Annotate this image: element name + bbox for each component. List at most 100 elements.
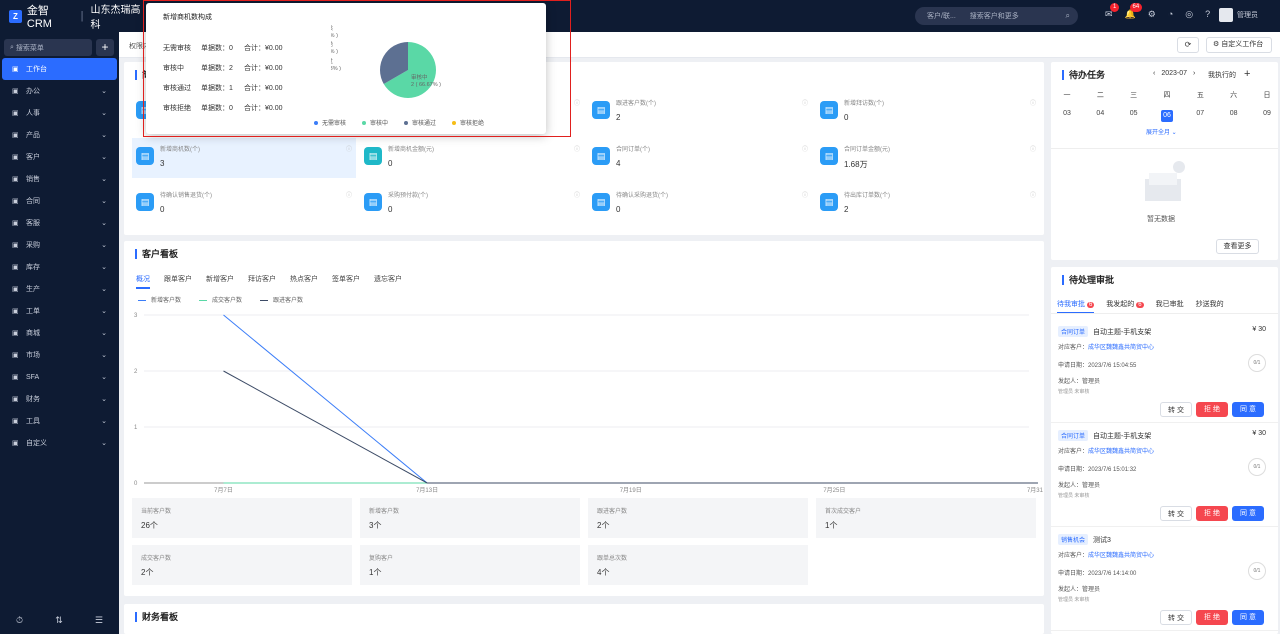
- expand-month-link[interactable]: 展开全月 ⌄: [1146, 130, 1177, 136]
- user-menu[interactable]: 管理员: [1219, 8, 1258, 22]
- sidebar-item-4[interactable]: ▣ 客户 ⌄: [2, 146, 117, 168]
- sidebar-item-7[interactable]: ▣ 客服 ⌄: [2, 212, 117, 234]
- approval-item[interactable]: 合同订单 自动主题-手机支架 ¥ 30 对应客户：成华区魏魏鑫共简贸中心 申请日期：2…: [1051, 322, 1278, 426]
- help-icon[interactable]: ⓘ: [345, 193, 352, 199]
- view-more-button[interactable]: 查看更多: [1216, 239, 1259, 254]
- pie-legend-item[interactable]: 审核拒绝: [452, 118, 484, 127]
- help-icon[interactable]: ⓘ: [1029, 193, 1036, 199]
- agree-button[interactable]: 同 意: [1232, 402, 1264, 417]
- pie-slice-2[interactable]: [380, 42, 408, 84]
- approval-tab-0[interactable]: 待我审批 6: [1057, 299, 1095, 314]
- sidebar-item-0[interactable]: ▣ 工作台: [2, 58, 117, 80]
- summary-cell[interactable]: ▤ 合同订单金额(元) 1.68万 ⓘ: [816, 138, 1040, 178]
- approval-tab-1[interactable]: 我发起的 6: [1106, 301, 1144, 308]
- summary-cell[interactable]: ▤ 待确认采购退货(个) 0 ⓘ: [588, 184, 812, 224]
- compass-icon[interactable]: ◎: [1185, 9, 1194, 19]
- sidebar-item-10[interactable]: ▣ 生产 ⌄: [2, 278, 117, 300]
- transfer-button[interactable]: 转 交: [1160, 506, 1192, 521]
- sidebar-item-2[interactable]: ▣ 人事 ⌄: [2, 102, 117, 124]
- gear-icon[interactable]: ⚙: [1147, 9, 1156, 19]
- summary-cell[interactable]: ▤ 新增商机数(个) 3 ⓘ: [132, 138, 356, 178]
- summary-cell[interactable]: ▤ 新增商机金额(元) 0 ⓘ: [360, 138, 584, 178]
- customer-tab-0[interactable]: 概况: [136, 274, 150, 289]
- date-cell[interactable]: 09: [1263, 110, 1271, 117]
- sidebar-item-8[interactable]: ▣ 采购 ⌄: [2, 234, 117, 256]
- next-month-icon[interactable]: ›: [1193, 70, 1196, 77]
- summary-cell[interactable]: ▤ 跟进客户数(个) 2 ⓘ: [588, 92, 812, 132]
- series-line-0[interactable]: [223, 314, 1038, 484]
- reject-button[interactable]: 拒 绝: [1196, 402, 1228, 417]
- help-icon[interactable]: ?: [1205, 9, 1211, 19]
- sidebar-item-13[interactable]: ▣ 市场 ⌄: [2, 344, 117, 366]
- customer-tab-5[interactable]: 签单客户: [332, 276, 360, 283]
- message-icon[interactable]: ✉ 1: [1105, 3, 1120, 20]
- sidebar-item-9[interactable]: ▣ 库存 ⌄: [2, 256, 117, 278]
- legend-item[interactable]: 成交客户数: [199, 295, 242, 304]
- chart-pie-icon[interactable]: ◔: [1167, 9, 1174, 19]
- custom-workspace-button[interactable]: ⚙ 自定义工作台: [1206, 37, 1272, 53]
- help-icon[interactable]: ⓘ: [573, 101, 580, 107]
- add-menu-button[interactable]: +: [96, 39, 114, 56]
- month-label[interactable]: 2023-07: [1161, 70, 1188, 77]
- agree-button[interactable]: 同 意: [1232, 610, 1264, 625]
- prev-month-icon[interactable]: ‹: [1153, 70, 1156, 77]
- search-icon[interactable]: ⌕: [1065, 11, 1070, 20]
- date-cell[interactable]: 08: [1229, 110, 1238, 117]
- transfer-button[interactable]: 转 交: [1160, 402, 1192, 417]
- summary-cell[interactable]: ▤ 待出库订单数(个) 2 ⓘ: [816, 184, 1040, 224]
- date-cell[interactable]: 04: [1096, 110, 1105, 117]
- summary-cell[interactable]: ▤ 待确认销售退货(个) 0 ⓘ: [132, 184, 356, 224]
- pie-legend-item[interactable]: 审核中: [362, 118, 388, 127]
- approval-item[interactable]: 合同订单 自动主题-手机支架 ¥ 30 对应客户：成华区魏魏鑫共简贸中心 申请日期：2…: [1051, 426, 1278, 530]
- sidebar-item-3[interactable]: ▣ 产品 ⌄: [2, 124, 117, 146]
- customer-link[interactable]: 成华区魏魏鑫共简贸中心: [1088, 449, 1155, 455]
- summary-cell[interactable]: ▤ 采购预付款(个) 0 ⓘ: [360, 184, 584, 224]
- help-icon[interactable]: ⓘ: [801, 147, 808, 153]
- history-icon[interactable]: ⏱: [16, 615, 24, 625]
- summary-cell[interactable]: ▤ 新增拜访数(个) 0 ⓘ: [816, 92, 1040, 132]
- global-search[interactable]: 客户/联... 搜索客户和更多 ⌕: [915, 7, 1078, 25]
- task-filter-select[interactable]: 我执行的: [1208, 72, 1236, 79]
- search-input[interactable]: 搜索客户和更多: [969, 13, 1019, 20]
- sidebar-item-1[interactable]: ▣ 办公 ⌄: [2, 80, 117, 102]
- transfer-button[interactable]: 转 交: [1160, 610, 1192, 625]
- help-icon[interactable]: ⓘ: [573, 193, 580, 199]
- summary-cell[interactable]: ▤ 合同订单(个) 4 ⓘ: [588, 138, 812, 178]
- menu-search-input[interactable]: ⌕ 搜索菜单: [4, 39, 92, 56]
- sidebar-item-5[interactable]: ▣ 销售 ⌄: [2, 168, 117, 190]
- approval-tab-2[interactable]: 我已审批: [1155, 301, 1184, 308]
- help-icon[interactable]: ⓘ: [573, 147, 580, 153]
- help-icon[interactable]: ⓘ: [1029, 147, 1036, 153]
- reject-button[interactable]: 拒 绝: [1196, 506, 1228, 521]
- customer-link[interactable]: 成华区魏魏鑫共简贸中心: [1088, 553, 1155, 559]
- sidebar-item-16[interactable]: ▣ 工具 ⌄: [2, 410, 117, 432]
- approval-tab-3[interactable]: 抄送我的: [1195, 301, 1224, 308]
- date-cell[interactable]: 07: [1196, 110, 1205, 117]
- help-icon[interactable]: ⓘ: [801, 101, 808, 107]
- search-scope-select[interactable]: 客户/联...: [927, 13, 956, 20]
- customer-link[interactable]: 成华区魏魏鑫共简贸中心: [1088, 345, 1155, 351]
- legend-item[interactable]: 跟进客户数: [260, 295, 303, 304]
- help-icon[interactable]: ⓘ: [345, 147, 352, 153]
- customer-tab-4[interactable]: 热点客户: [290, 276, 318, 283]
- reject-button[interactable]: 拒 绝: [1196, 610, 1228, 625]
- customer-tab-2[interactable]: 新增客户: [206, 276, 234, 283]
- pie-legend-item[interactable]: 审核通过: [404, 118, 436, 127]
- sidebar-item-17[interactable]: ▣ 自定义 ⌄: [2, 432, 117, 454]
- customer-tab-3[interactable]: 拜访客户: [248, 276, 276, 283]
- org-icon[interactable]: ⇅: [55, 615, 63, 625]
- notification-icon[interactable]: 🔔 64: [1125, 3, 1143, 20]
- pie-slice-1[interactable]: [383, 42, 436, 98]
- sidebar-item-6[interactable]: ▣ 合同 ⌄: [2, 190, 117, 212]
- scope-tab[interactable]: 权限内: [129, 43, 150, 50]
- date-cell[interactable]: 06: [1160, 110, 1173, 122]
- customer-tab-6[interactable]: 遗忘客户: [374, 276, 402, 283]
- customer-tab-1[interactable]: 跟单客户: [164, 276, 192, 283]
- sidebar-item-15[interactable]: ▣ 财务 ⌄: [2, 388, 117, 410]
- pie-legend-item[interactable]: 无需审核: [314, 118, 346, 127]
- help-icon[interactable]: ⓘ: [801, 193, 808, 199]
- approval-item[interactable]: 销售机会 测试3 对应客户：成华区魏魏鑫共简贸中心 申请日期：2023/7/6 14…: [1051, 530, 1278, 634]
- legend-item[interactable]: 新增客户数: [138, 295, 181, 304]
- series-line-2[interactable]: [223, 370, 1038, 484]
- date-cell[interactable]: 03: [1063, 110, 1071, 117]
